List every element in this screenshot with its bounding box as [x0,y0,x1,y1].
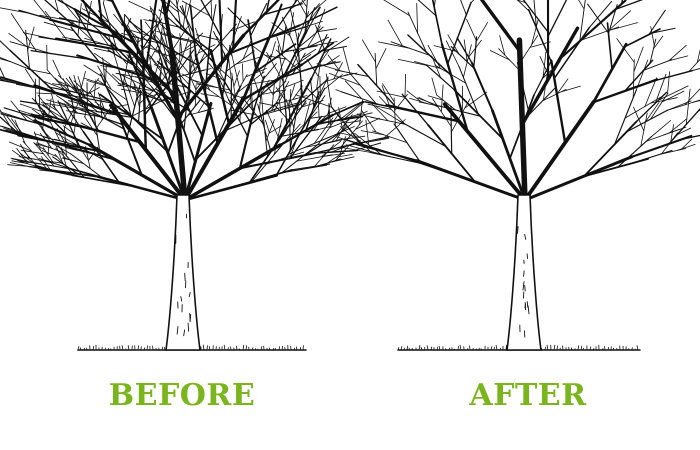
after-tree-panel [295,0,700,351]
after-tree-trunk [506,194,542,351]
after-tree-branches [295,0,700,203]
before-tree-panel [0,0,406,351]
before-caption: BEFORE [108,378,256,413]
before-tree-branches [0,0,406,203]
after-caption: AFTER [469,378,587,413]
before-tree-trunk [165,194,201,351]
